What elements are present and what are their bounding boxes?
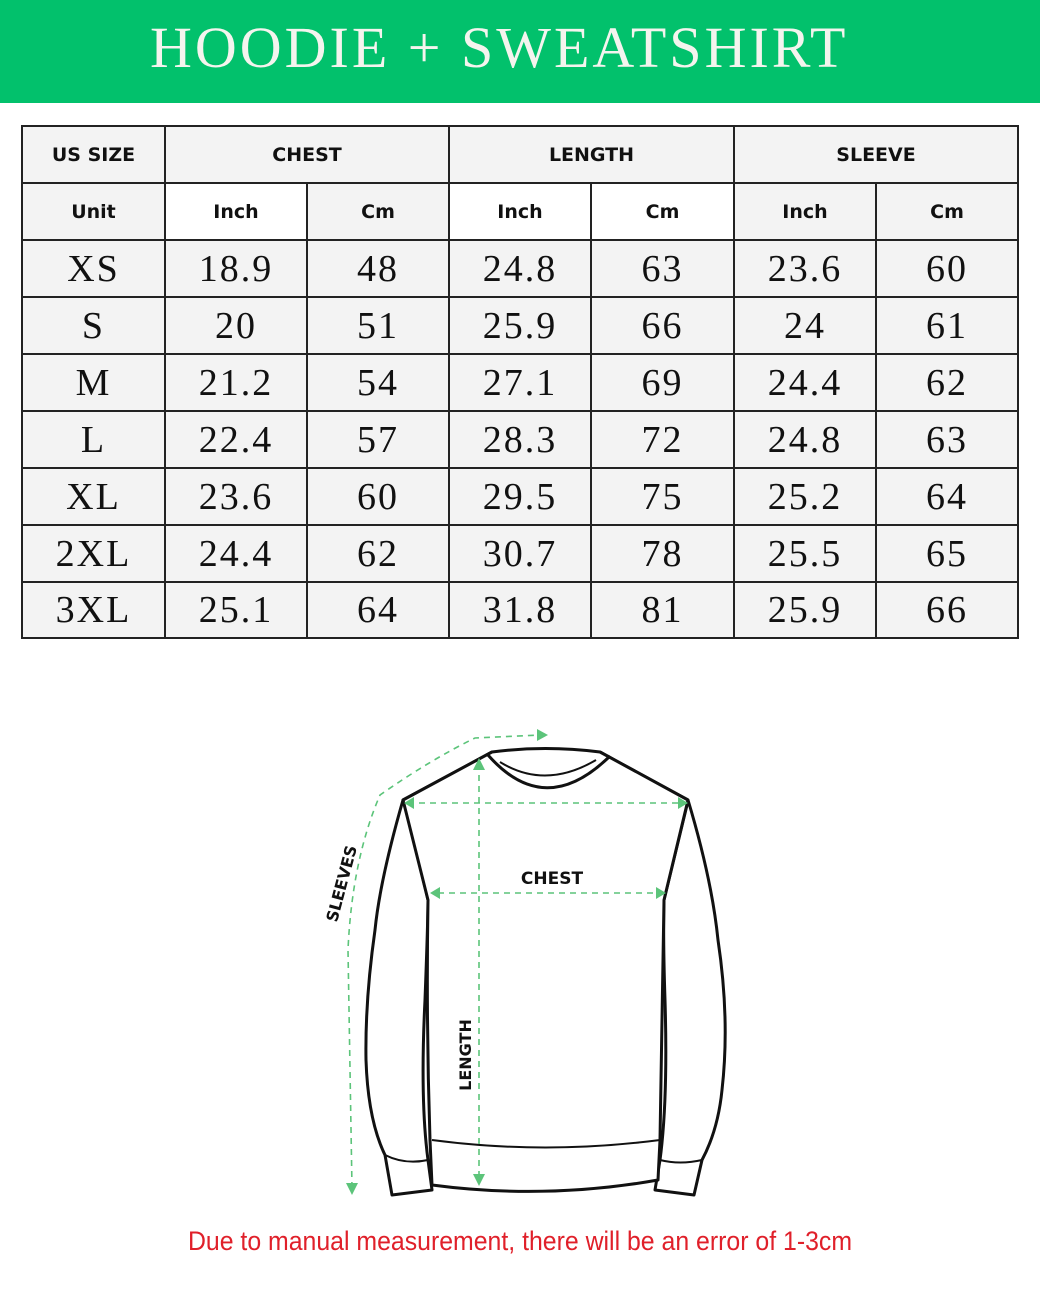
measurement-cell: 81 <box>590 581 735 639</box>
measurement-cell: 23.6 <box>164 467 308 526</box>
measurement-cell: 24.8 <box>448 239 592 298</box>
measurement-cell: 18.9 <box>164 239 308 298</box>
measurement-cell: 20 <box>164 296 308 355</box>
title-banner: HOODIE + SWEATSHIRT <box>0 0 1040 103</box>
measurement-cell: 25.9 <box>733 581 877 639</box>
header-length: LENGTH <box>448 125 735 184</box>
header-row: US SIZE CHEST LENGTH SLEEVE <box>21 125 1019 184</box>
arrow-icon <box>346 1183 358 1195</box>
size-cell: M <box>21 353 166 412</box>
measurement-cell: 25.5 <box>733 524 877 583</box>
arrow-icon <box>473 758 485 770</box>
table-row: M 21.2 54 27.1 69 24.4 62 <box>21 353 1019 412</box>
measurement-cell: 54 <box>306 353 450 412</box>
measurement-cell: 66 <box>590 296 735 355</box>
table-row: 3XL 25.1 64 31.8 81 25.9 66 <box>21 581 1019 639</box>
size-cell: XL <box>21 467 166 526</box>
arrow-icon <box>537 729 548 741</box>
unit-cell: Cm <box>590 182 735 241</box>
page-title: HOODIE + SWEATSHIRT <box>150 15 849 80</box>
waistband <box>431 1139 661 1149</box>
table-row: XS 18.9 48 24.8 63 23.6 60 <box>21 239 1019 298</box>
measurement-cell: 24.8 <box>733 410 877 469</box>
arrow-icon <box>430 887 440 899</box>
measurement-cell: 24.4 <box>164 524 308 583</box>
sleeves-label: SLEEVES <box>322 843 361 924</box>
measurement-cell: 60 <box>306 467 450 526</box>
measurement-cell: 21.2 <box>164 353 308 412</box>
measurement-cell: 64 <box>875 467 1019 526</box>
measurement-error-note: Due to manual measurement, there will be… <box>187 1226 853 1256</box>
measurement-cell: 27.1 <box>448 353 592 412</box>
unit-cell: Inch <box>164 182 308 241</box>
sweatshirt-body <box>401 747 690 1193</box>
measurement-cell: 23.6 <box>733 239 877 298</box>
arrow-icon <box>656 887 666 899</box>
unit-cell: Cm <box>875 182 1019 241</box>
measurement-cell: 62 <box>875 353 1019 412</box>
measurement-cell: 25.2 <box>733 467 877 526</box>
length-label: LENGTH <box>456 1019 475 1091</box>
header-us-size: US SIZE <box>21 125 166 184</box>
measurement-cell: 63 <box>875 410 1019 469</box>
measurement-cell: 64 <box>306 581 450 639</box>
header-sleeve: SLEEVE <box>733 125 1019 184</box>
size-chart-table: US SIZE CHEST LENGTH SLEEVE Unit Inch Cm… <box>21 125 1019 639</box>
measurement-cell: 72 <box>590 410 735 469</box>
unit-row: Unit Inch Cm Inch Cm Inch Cm <box>21 182 1019 241</box>
cuff-right <box>659 1159 703 1164</box>
unit-cell: Inch <box>733 182 877 241</box>
unit-cell: Cm <box>306 182 450 241</box>
size-cell: XS <box>21 239 166 298</box>
measurement-cell: 57 <box>306 410 450 469</box>
measurement-cell: 22.4 <box>164 410 308 469</box>
measurement-cell: 78 <box>590 524 735 583</box>
measurement-cell: 51 <box>306 296 450 355</box>
measurement-cell: 69 <box>590 353 735 412</box>
measurement-cell: 28.3 <box>448 410 592 469</box>
table-row: S 20 51 25.9 66 24 61 <box>21 296 1019 355</box>
measurement-cell: 65 <box>875 524 1019 583</box>
measurement-cell: 48 <box>306 239 450 298</box>
measurement-cell: 25.9 <box>448 296 592 355</box>
table-row: L 22.4 57 28.3 72 24.8 63 <box>21 410 1019 469</box>
measurement-cell: 63 <box>590 239 735 298</box>
chest-label: CHEST <box>521 869 584 889</box>
size-cell: 2XL <box>21 524 166 583</box>
unit-label: Unit <box>21 182 166 241</box>
cuff-left <box>384 1154 429 1163</box>
measurement-cell: 62 <box>306 524 450 583</box>
unit-cell: Inch <box>448 182 592 241</box>
sleeve-measure-line <box>347 734 541 1189</box>
arrow-icon <box>678 797 688 809</box>
arrow-icon <box>404 797 414 809</box>
measurement-cell: 31.8 <box>448 581 592 639</box>
collar <box>486 754 612 790</box>
measurement-cell: 66 <box>875 581 1019 639</box>
table-row: 2XL 24.4 62 30.7 78 25.5 65 <box>21 524 1019 583</box>
arrow-icon <box>473 1174 485 1186</box>
measurement-cell: 60 <box>875 239 1019 298</box>
measurement-cell: 29.5 <box>448 467 592 526</box>
collar-inner <box>499 759 597 777</box>
measurement-cell: 30.7 <box>448 524 592 583</box>
table-row: XL 23.6 60 29.5 75 25.2 64 <box>21 467 1019 526</box>
measurement-cell: 75 <box>590 467 735 526</box>
sweatshirt-diagram: CHEST LENGTH SLEEVES <box>322 729 727 1197</box>
measurement-cell: 24.4 <box>733 353 877 412</box>
size-cell: 3XL <box>21 581 166 639</box>
measurement-cell: 25.1 <box>164 581 308 639</box>
size-cell: S <box>21 296 166 355</box>
size-cell: L <box>21 410 166 469</box>
measurement-cell: 24 <box>733 296 877 355</box>
header-chest: CHEST <box>164 125 450 184</box>
measurement-cell: 61 <box>875 296 1019 355</box>
